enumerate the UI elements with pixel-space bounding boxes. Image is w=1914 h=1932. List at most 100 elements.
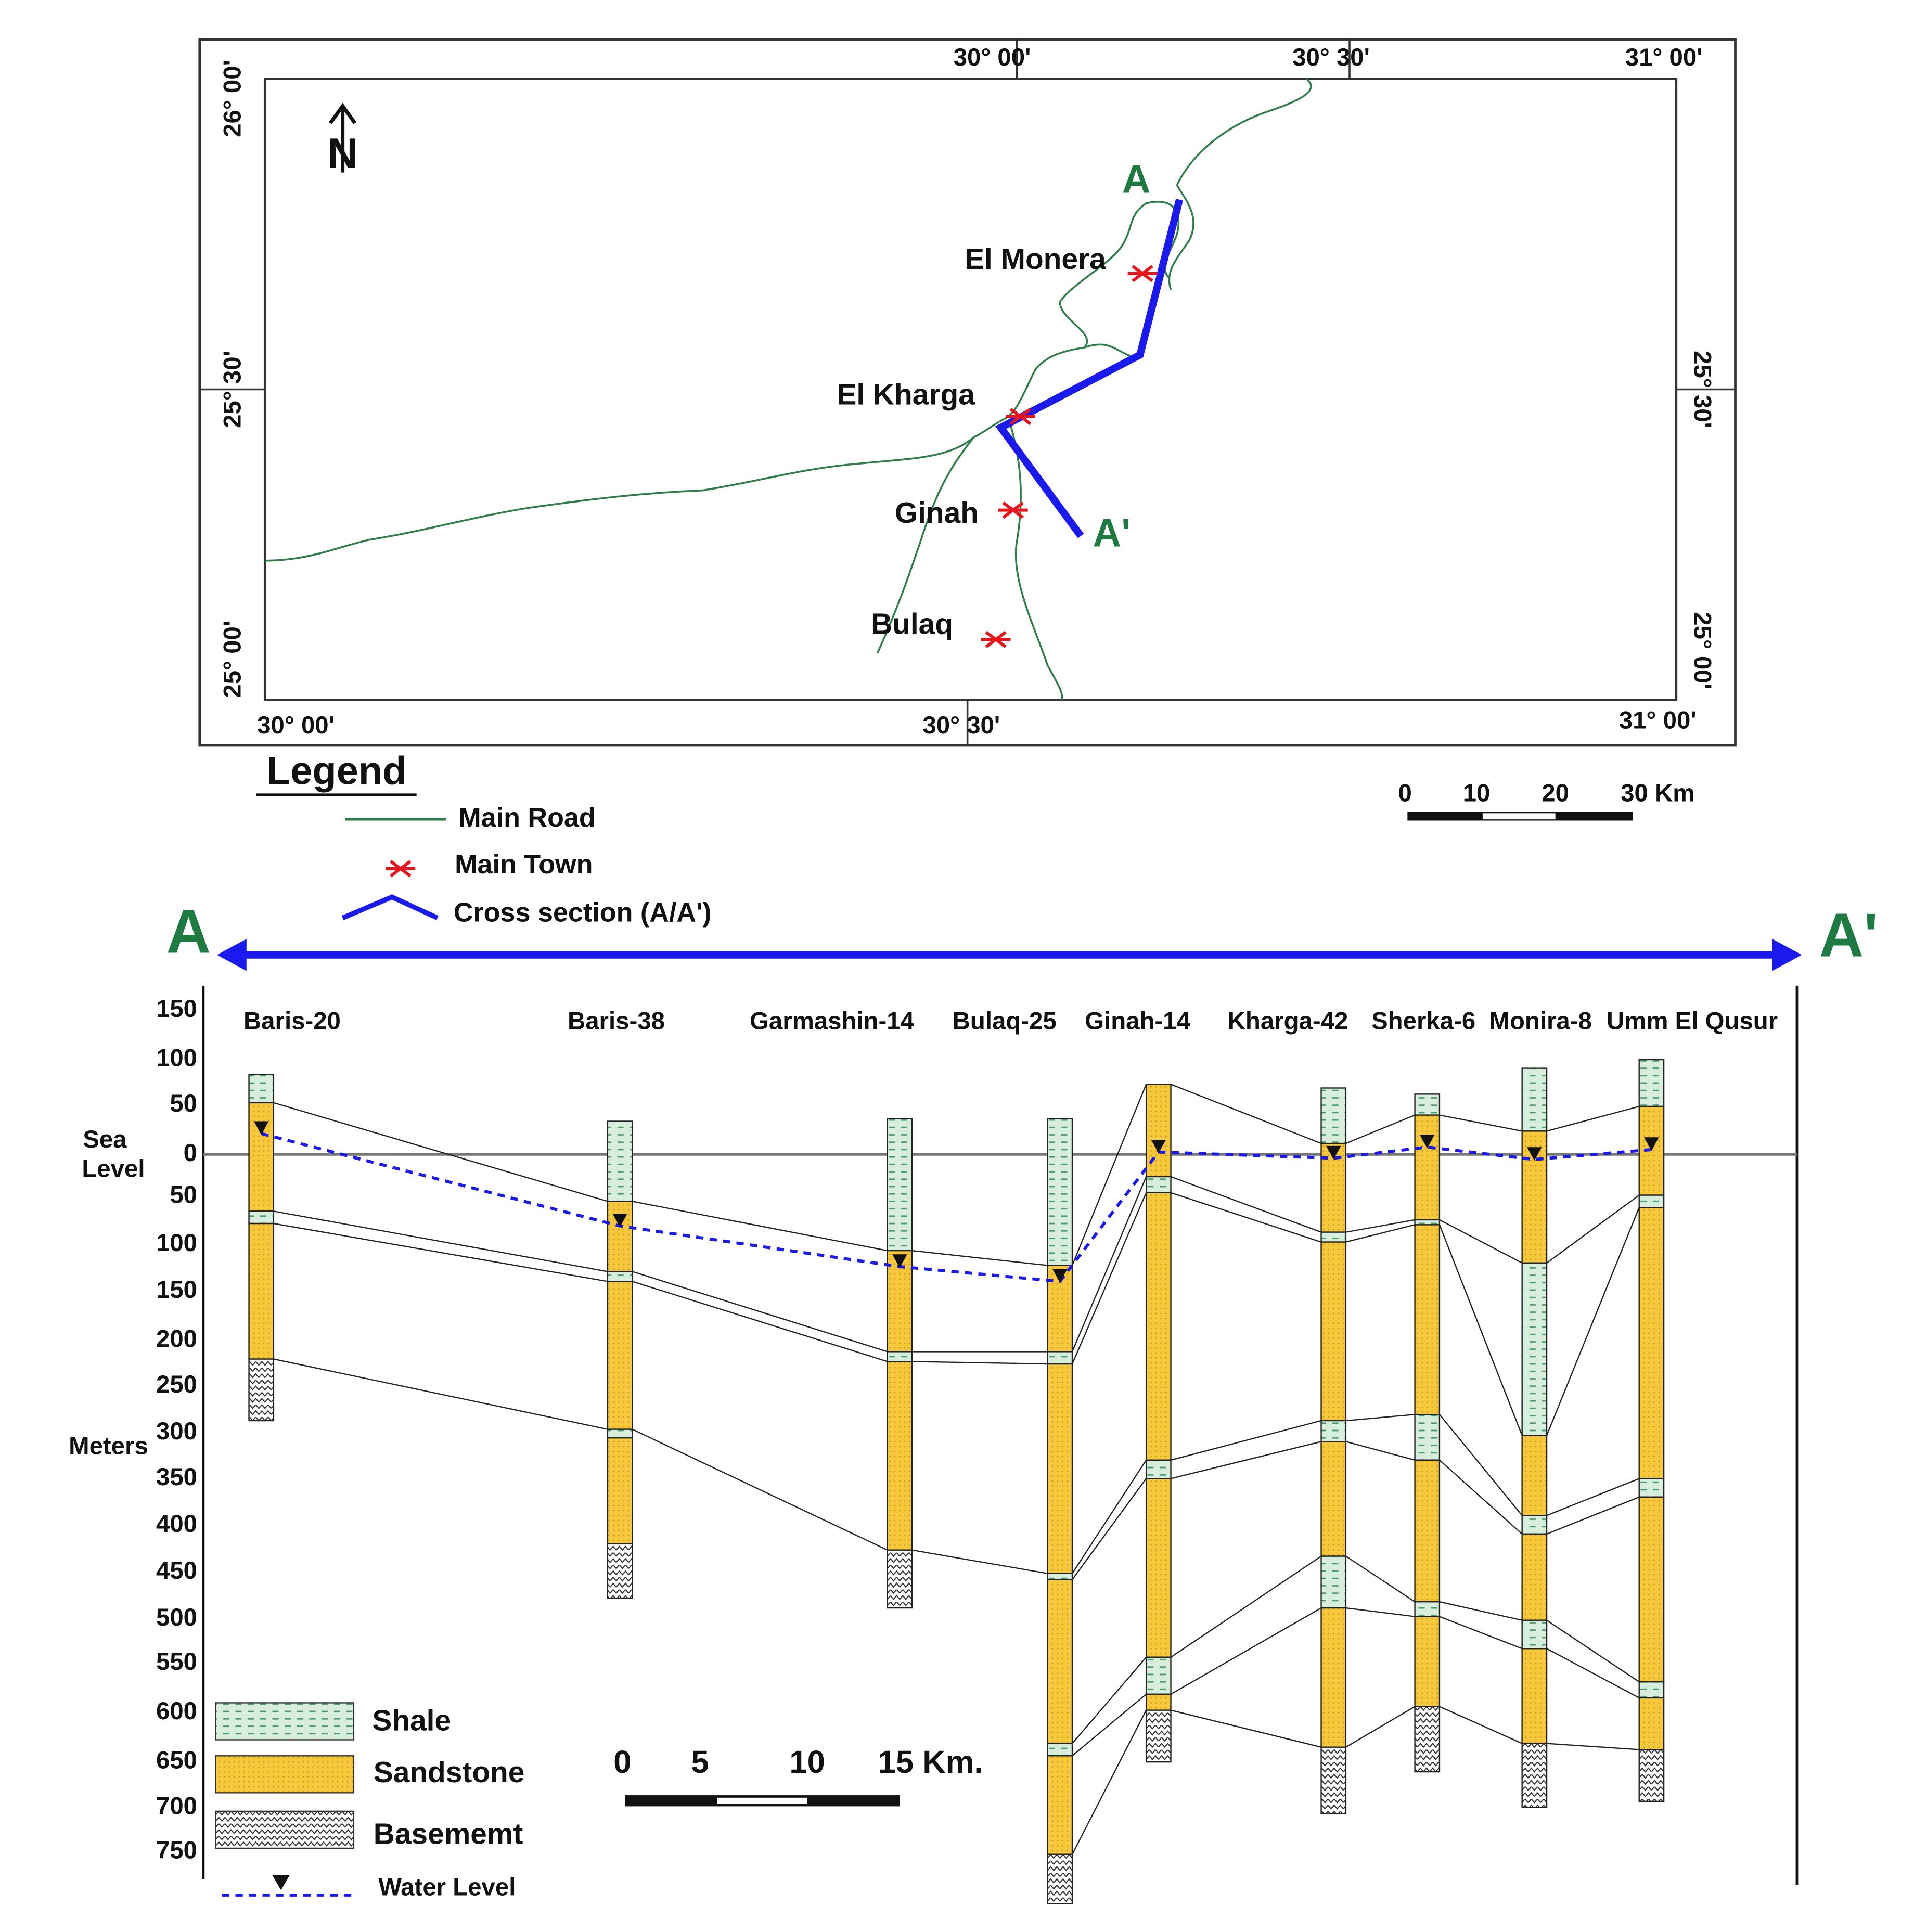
well-layer-shale [1047,1351,1073,1365]
well-layer-shale [1320,1231,1347,1243]
correlation-line [1072,1657,1147,1744]
well-name: Ginah-14 [1085,1007,1190,1035]
well-name: Monira-8 [1489,1007,1592,1035]
well-layer-sand [1414,1616,1441,1707]
depth-label: 750 [156,1837,197,1864]
section-scale-label: 10 [789,1744,825,1780]
correlation-line [1345,1555,1416,1603]
correlation-line [912,1361,1048,1365]
depth-label: 100 [156,1045,197,1072]
depth-label: 100 [156,1229,197,1257]
well-layer-sand [1521,1533,1548,1621]
depth-label: 700 [156,1792,197,1820]
depth-label: 150 [156,995,197,1023]
legend-sandstone-swatch [215,1755,355,1794]
correlation-line [1071,1710,1147,1855]
well-layer-sand [1638,1207,1665,1479]
bottom-coordinate: 31° 00' [1619,707,1697,735]
correlation-line [1546,1478,1640,1516]
correlation-line [1546,1194,1640,1264]
correlation-line [1171,1441,1321,1479]
well-layer-sand [1414,1459,1441,1603]
well-name: Baris-20 [243,1007,341,1035]
correlation-line [1171,1176,1321,1233]
well-layer-shale [1638,1478,1665,1498]
town-marker [998,501,1028,519]
correlation-line [1345,1219,1415,1233]
well-name: Bulaq-25 [953,1007,1057,1035]
correlation-line [1345,1441,1415,1461]
well-layer-base [887,1549,913,1609]
correlation-line [1438,1224,1523,1436]
well-layer-shale [1638,1681,1665,1699]
well-layer-shale [1521,1067,1548,1132]
well-layer-sand [607,1437,633,1545]
well-layer-base [1320,1746,1347,1814]
correlation-line [632,1281,888,1362]
well-layer-shale [887,1351,913,1362]
well-layer-shale [248,1210,275,1225]
water-level-marker [612,1214,627,1228]
well-layer-base [607,1543,633,1599]
well-layer-shale [1521,1515,1548,1535]
town-marker [1006,408,1035,426]
correlation-line [1072,1478,1147,1580]
correlation-line [273,1102,608,1202]
depth-label: 300 [156,1418,197,1445]
correlation-line [911,1549,1048,1574]
section-legend-label: Shale [372,1704,451,1737]
correlation-line [1170,1607,1322,1695]
correlation-line [632,1201,888,1252]
well-layer-sand [1638,1496,1665,1683]
well-layer-sand [1414,1224,1441,1415]
correlation-line [1439,1459,1523,1535]
well-layer-base [1638,1749,1665,1802]
correlation-line [1171,1420,1321,1461]
correlation-line [1072,1693,1147,1757]
well-layer-shale [1320,1087,1347,1144]
well-layer-shale [1638,1194,1665,1208]
scale-label: 30 Km [1621,779,1694,807]
depth-label: 400 [156,1510,197,1538]
well-layer-shale [1414,1601,1441,1617]
left-coordinate: 26° 00' [219,60,247,137]
section-scale-segment [717,1797,807,1804]
correlation-line [1171,1192,1321,1243]
legend-water-marker [272,1875,290,1890]
depth-label: 550 [156,1648,197,1676]
right-coordinate: 25° 00' [1689,612,1716,689]
town-label: Ginah [895,497,979,530]
well-layer-base [1414,1706,1441,1773]
correlation-line [1546,1648,1640,1699]
depth-label: 200 [156,1325,197,1353]
well-layer-sand [1047,1579,1073,1744]
well-layer-sand [1521,1648,1548,1744]
top-coordinate: 30° 00' [954,44,1031,71]
well-layer-shale [1145,1176,1172,1194]
depth-label: 50 [170,1090,197,1117]
scale-label: 0 [1398,779,1411,807]
well-layer-sand [248,1102,275,1212]
scale-label: 10 [1463,779,1491,807]
town-label: Bulaq [871,608,953,640]
north-label: N [327,130,357,177]
well-layer-shale [607,1271,633,1282]
correlation-line [1171,1709,1321,1748]
town-label: El Kharga [837,379,975,411]
correlation-line [1546,1743,1639,1750]
depth-axis-label: Meters [69,1433,148,1460]
water-level-marker [1052,1269,1068,1283]
well-layer-shale [1145,1459,1172,1479]
top-coordinate: 30° 30' [1292,44,1370,71]
water-level-marker [1527,1147,1542,1161]
well-layer-shale [1047,1118,1073,1266]
well-layer-sand [1638,1697,1665,1750]
well-name: Garmashin-14 [750,1007,915,1035]
well-layer-sand [1521,1435,1548,1516]
correlation-line [1345,1607,1415,1617]
well-layer-sand [887,1361,913,1551]
well-layer-base [1145,1709,1172,1763]
well-layer-shale [1320,1420,1347,1442]
correlation-line [1546,1105,1640,1132]
legend-label: Main Road [458,803,595,833]
